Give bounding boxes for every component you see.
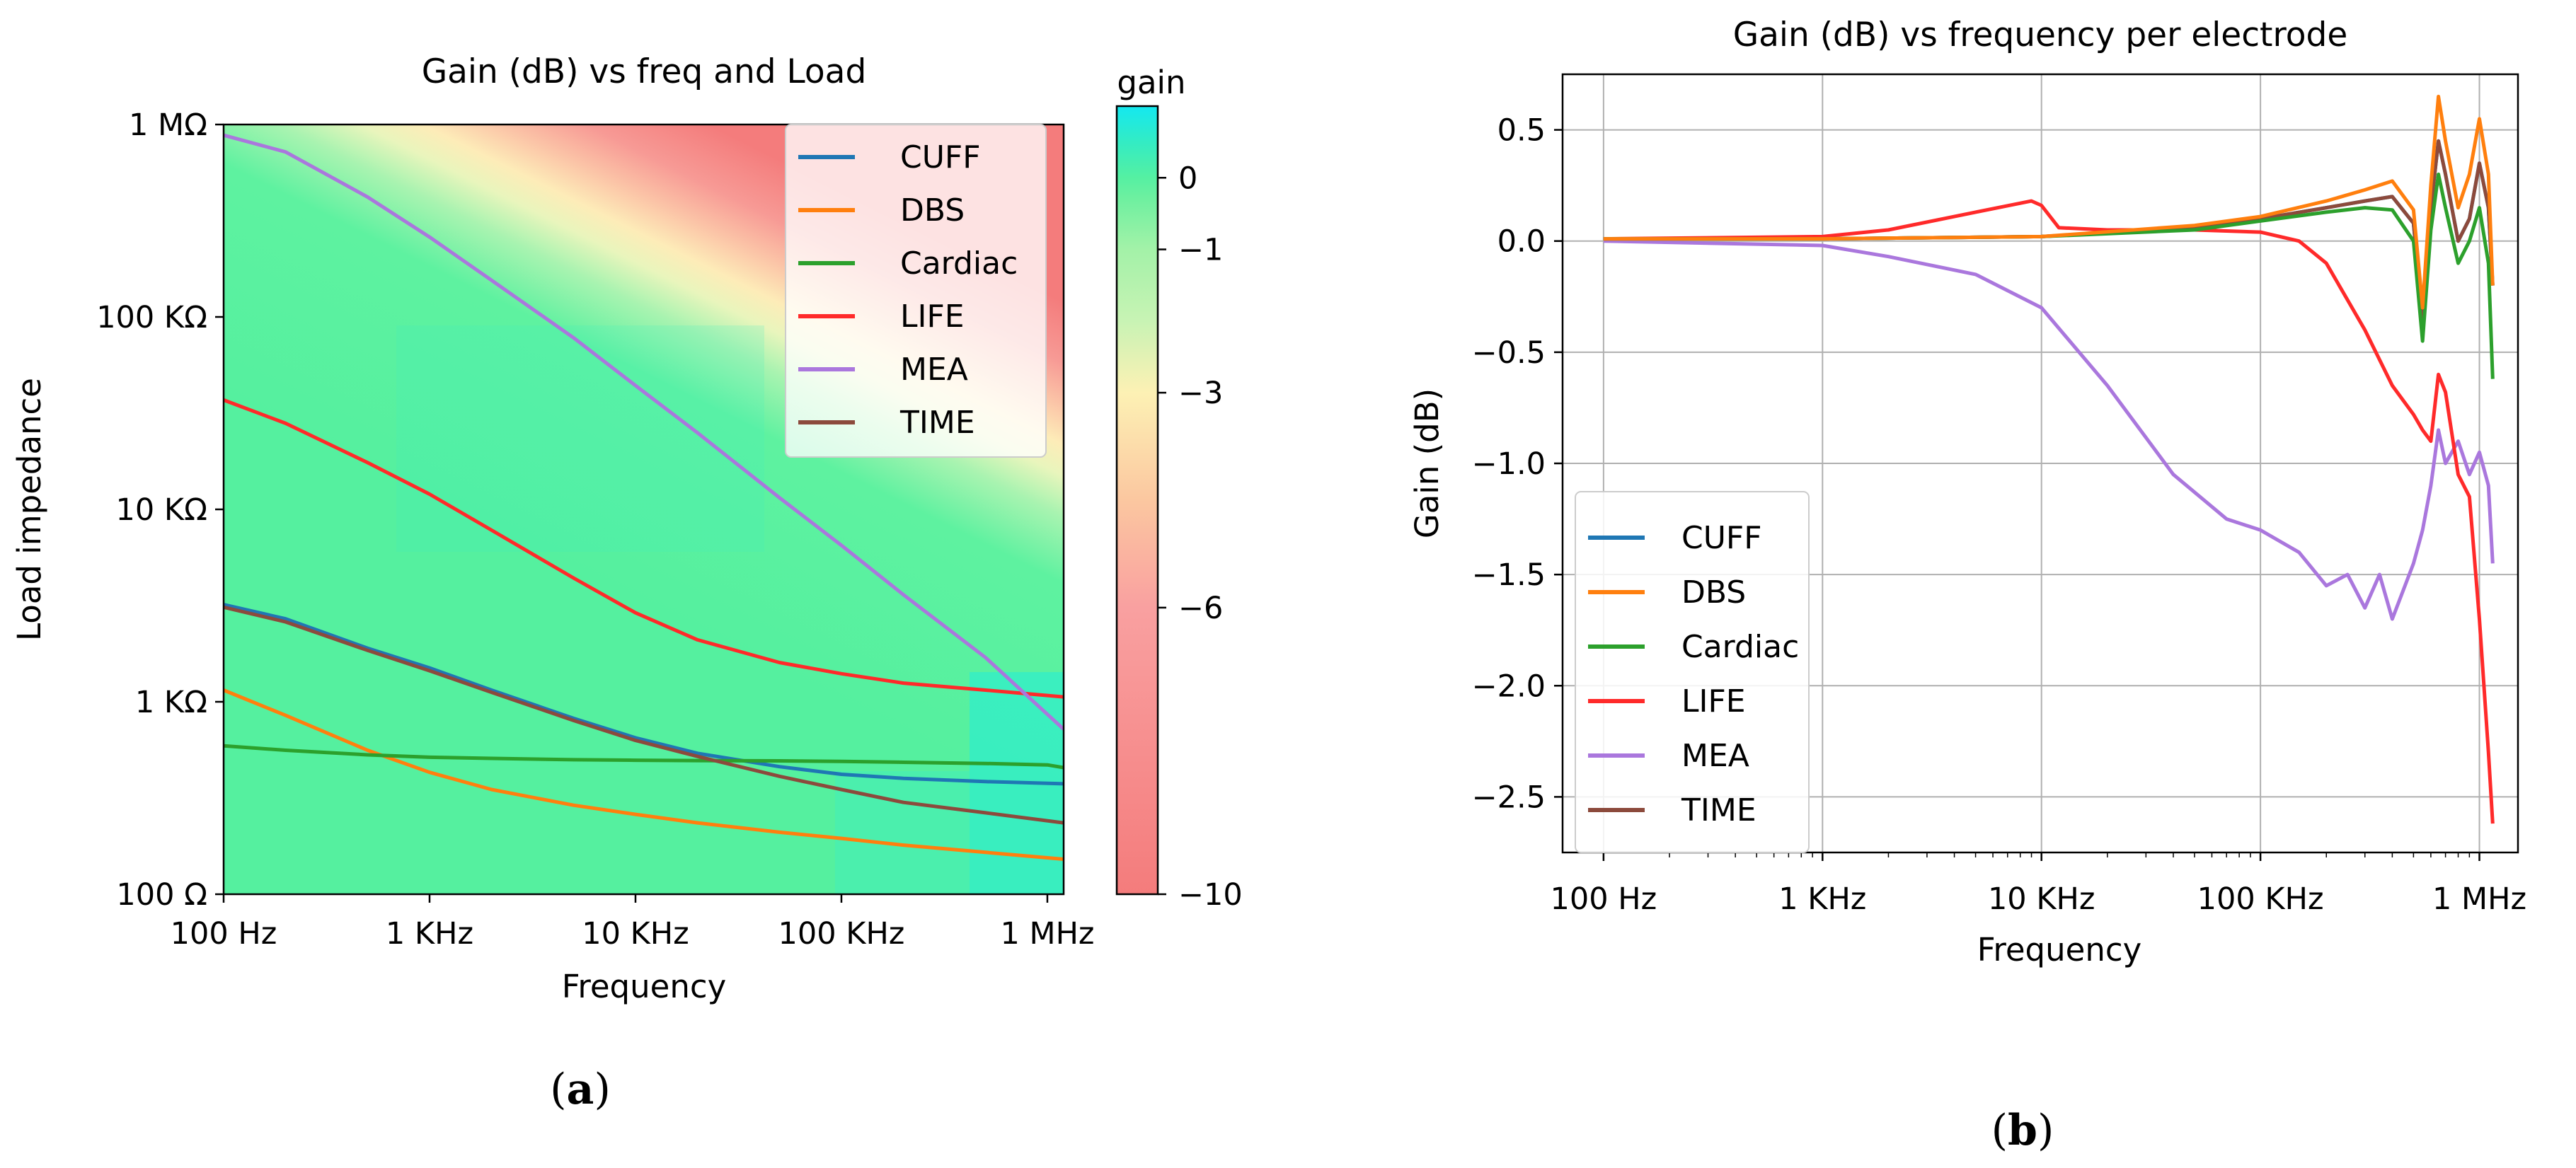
panel-b-ylabel: Gain (dB): [1408, 388, 1446, 538]
panel-a-legend: CUFF DBS Cardiac LIFE MEA TIME: [785, 124, 1047, 458]
panel-b-ytick-label: −2.5: [1472, 780, 1546, 815]
panel-a-letter: a: [567, 1065, 594, 1114]
panel-b-legend-box: [1575, 491, 1810, 853]
heatmap-cyan-patch: [396, 325, 764, 552]
panel-b-ytick-label: 0.5: [1497, 113, 1546, 149]
colorbar: gain 0 −1 −3 −6 −10: [1115, 64, 1243, 913]
legend-b-label-time: TIME: [1681, 792, 1756, 828]
legend-a-label-cuff: CUFF: [900, 139, 981, 175]
colorbar-label: gain: [1117, 64, 1185, 101]
panel-a-xtick-label: 1 KHz: [386, 916, 473, 952]
panel-a-xtick-label: 1 MHz: [1000, 916, 1094, 952]
colorbar-tick-label: −1: [1178, 233, 1223, 268]
panel-a-line-time: [224, 605, 1064, 825]
colorbar-tick-label: −10: [1178, 877, 1243, 913]
panel-b-label: (b): [1991, 1106, 2054, 1155]
panel-a-line-life: [224, 398, 1064, 699]
legend-b-label-life: LIFE: [1681, 683, 1746, 719]
panel-a-line-dbs: [224, 688, 1064, 861]
panel-b-title: Gain (dB) vs frequency per electrode: [1733, 16, 2348, 54]
panel-b-ytick-label: 0.0: [1497, 224, 1546, 260]
panel-a-xtick-label: 100 Hz: [171, 916, 277, 952]
legend-a-label-time: TIME: [899, 405, 975, 441]
panel-b-xtick-label: 100 KHz: [2197, 881, 2324, 917]
panel-b-letter: b: [2008, 1106, 2037, 1155]
panel-b-ytick-label: −2.0: [1472, 669, 1546, 704]
panel-b-line-time: [1603, 139, 2495, 321]
panel-a-legend-box: [785, 124, 1047, 458]
panel-a-line-cardiac: [224, 744, 1064, 770]
panel-b-ticks: 100 Hz 1 KHz 10 KHz 100 KHz 1 MHz 0.5 0.0 −0.5 −…: [1472, 113, 2526, 917]
panel-b-xtick-label: 1 MHz: [2432, 881, 2526, 917]
panel-a-series: [224, 133, 1064, 894]
panel-a-title: Gain (dB) vs freq and Load: [422, 52, 867, 91]
panel-b-xtick-label: 100 Hz: [1551, 881, 1657, 917]
panel-a-ytick-label: 1 KΩ: [135, 685, 207, 720]
panel-b-xtick-label: 10 KHz: [1988, 881, 2095, 917]
panel-a-xtick-label: 100 KHz: [778, 916, 905, 952]
panel-b-line-cardiac: [1603, 172, 2495, 379]
colorbar-tick-label: −6: [1178, 591, 1223, 626]
panel-a-ytick-label: 100 Ω: [116, 877, 207, 913]
panel-a-ticks: 100 Hz 1 KHz 10 KHz 100 KHz 1 MHz 100 Ω 1 KΩ 10…: [96, 108, 1094, 952]
panel-b-line-mea: [1603, 239, 2495, 621]
legend-a-label-dbs: DBS: [900, 192, 965, 229]
panel-a-ytick-label: 10 KΩ: [116, 492, 207, 528]
colorbar-tick-label: 0: [1178, 161, 1197, 196]
panel-b-ytick-label: −1.0: [1472, 446, 1546, 482]
panel-b-series: [1603, 94, 2495, 824]
panel-b-line-life: [1603, 199, 2495, 824]
panel-a-ytick-label: 1 MΩ: [129, 108, 207, 143]
panel-b-xtick-label: 1 KHz: [1778, 881, 1866, 917]
colorbar-bar: [1115, 105, 1159, 896]
panel-a-xtick-label: 10 KHz: [582, 916, 689, 952]
legend-a-label-cardiac: Cardiac: [900, 245, 1018, 282]
legend-b-label-cuff: CUFF: [1681, 520, 1762, 556]
panel-b-ytick-label: −0.5: [1472, 335, 1546, 371]
panel-a-line-cuff: [224, 603, 1064, 786]
colorbar-ticks: 0 −1 −3 −6 −10: [1158, 161, 1243, 913]
panel-b-legend: CUFF DBS Cardiac LIFE MEA TIME: [1575, 491, 1810, 853]
panel-a-ylabel: Load impedance: [11, 378, 48, 641]
panel-b-line-dbs: [1603, 94, 2495, 310]
panel-a-xlabel: Frequency: [562, 968, 726, 1005]
heatmap-cyan-patch: [835, 771, 970, 894]
panel-a-label: (a): [550, 1065, 611, 1114]
panel-b-line-cuff: [1603, 139, 2495, 321]
legend-b-label-cardiac: Cardiac: [1681, 629, 1799, 665]
panel-b-line-chart: Gain (dB) vs frequency per electrode 100…: [1408, 16, 2526, 1155]
legend-a-label-life: LIFE: [900, 299, 965, 335]
panel-a-line-mea: [224, 133, 1064, 731]
colorbar-tick-label: −3: [1178, 376, 1223, 411]
legend-b-label-mea: MEA: [1681, 738, 1749, 774]
panel-a-heatmap: Gain (dB) vs freq and Load 100 Hz 1 KHz 10…: [11, 52, 1243, 1114]
panel-b-xlabel: Frequency: [1977, 931, 2141, 968]
panel-b-ytick-label: −1.5: [1472, 557, 1546, 593]
panel-a-ytick-label: 100 KΩ: [96, 300, 207, 335]
legend-b-label-dbs: DBS: [1681, 574, 1746, 611]
legend-a-label-mea: MEA: [900, 352, 968, 388]
